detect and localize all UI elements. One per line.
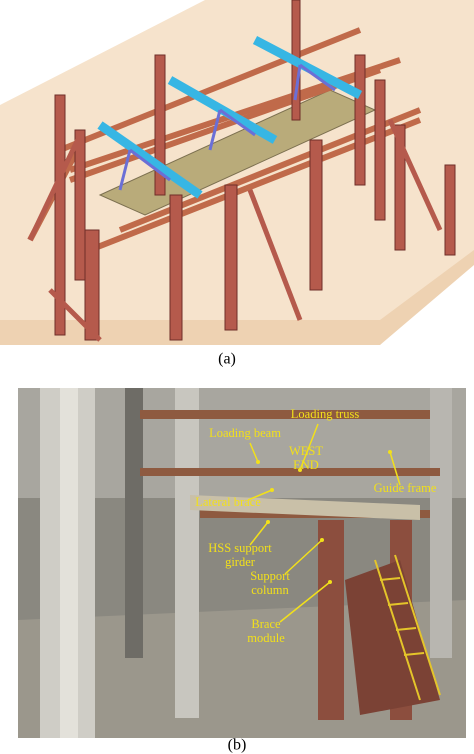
arrow-head: [388, 450, 392, 454]
annotation-line: column: [251, 583, 289, 597]
annotation-line: Support: [250, 569, 290, 583]
annotation-label: Brace module: [247, 617, 285, 645]
annotation-label: Lateral brace: [195, 495, 261, 509]
annotation-line: Guide frame: [374, 481, 437, 495]
annotation-label: Loading beam: [209, 426, 281, 440]
annotation-label: Guide frame: [374, 481, 437, 495]
caption: (a): [218, 351, 236, 368]
arrow-head: [256, 460, 260, 464]
annotation-line: END: [293, 458, 319, 472]
annotations: Loading truss Loading beam WEST END Guide fr…: [195, 407, 437, 645]
arrow-head: [266, 520, 270, 524]
annotation-arrow: [284, 539, 323, 575]
annotation-arrow: [279, 581, 331, 623]
annotation-line: Lateral brace: [195, 495, 261, 509]
caption: (b): [228, 737, 247, 754]
arrow-head: [270, 488, 274, 492]
model-render: [0, 0, 474, 345]
annotation-label: HSS support girder: [208, 541, 272, 569]
annotation-line: Loading truss: [291, 407, 360, 421]
annotation-line: Brace: [251, 617, 281, 631]
arrow-head: [320, 538, 324, 542]
annotation-arrow: [249, 521, 269, 546]
annotation-label: WEST END: [289, 444, 323, 472]
annotation-line: HSS support: [208, 541, 272, 555]
annotation-arrow: [249, 442, 259, 463]
annotation-label: Support column: [250, 569, 290, 597]
arrow-head: [328, 580, 332, 584]
annotation-label: Loading truss: [291, 407, 360, 421]
annotation-arrow: [299, 423, 319, 471]
annotation-arrow: [247, 489, 273, 501]
annotation-line: Loading beam: [209, 426, 281, 440]
annotation-line: girder: [225, 555, 256, 569]
photo: [18, 388, 466, 738]
arrow-head: [298, 468, 302, 472]
annotation-arrow: [389, 451, 401, 486]
annotation-line: WEST: [289, 444, 323, 458]
annotation-line: module: [247, 631, 285, 645]
